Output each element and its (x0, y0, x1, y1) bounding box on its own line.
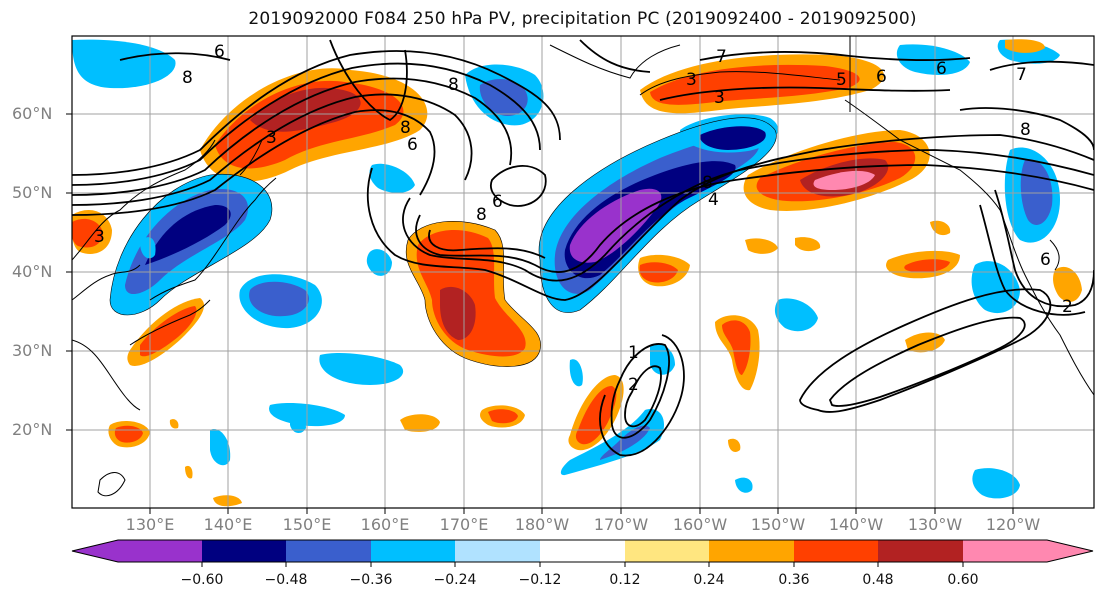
colorbar-segment (963, 540, 1047, 562)
contour-label-group: 6 8 3 8 3 8 6 8 6 3 7 3 5 6 6 7 8 8 4 6 … (94, 42, 1073, 395)
contour-label: 7 (1016, 65, 1027, 85)
contour-label: 8 (1020, 120, 1031, 140)
colorbar-segment (371, 540, 455, 562)
contour-label: 1 (628, 343, 639, 363)
lon-label: 180°W (514, 515, 570, 534)
colorbar-tick-label: 0.24 (693, 572, 725, 588)
lon-label: 140°E (203, 515, 253, 534)
colorbar-segment (878, 540, 963, 562)
pv-contours (72, 39, 1094, 457)
colorbar-ticks (201, 562, 964, 567)
colorbar-segment (118, 540, 202, 562)
contour-label: 6 (407, 135, 418, 155)
lat-label: 30°N (12, 341, 53, 360)
lon-label: 120°W (985, 515, 1041, 534)
contour-label: 3 (94, 227, 105, 247)
contour-label: 8 (182, 68, 193, 88)
colorbar-segment (794, 540, 878, 562)
map-title: 2019092000 F084 250 hPa PV, precipitatio… (248, 9, 917, 29)
colorbar-extend-low (72, 540, 118, 562)
lat-label: 60°N (12, 104, 53, 123)
lon-label: 150°E (282, 515, 332, 534)
lon-label: 140°W (828, 515, 884, 534)
colorbar (71, 539, 1094, 567)
lat-label: 40°N (12, 262, 53, 281)
lon-label: 160°E (360, 515, 410, 534)
lon-label: 130°W (907, 515, 963, 534)
map-gridlines (72, 36, 1094, 508)
contour-label: 4 (708, 190, 719, 210)
map-content: 6 8 3 8 3 8 6 8 6 3 7 3 5 6 6 7 8 8 4 6 … (72, 36, 1094, 508)
contour-label: 3 (266, 128, 277, 148)
contour-label: 5 (836, 70, 847, 90)
contour-label: 8 (702, 173, 713, 193)
contour-label: 3 (686, 70, 697, 90)
colorbar-tick-label: 0.36 (778, 572, 810, 588)
colorbar-tick-label: 0.48 (862, 572, 894, 588)
contour-label: 6 (876, 67, 887, 87)
colorbar-extend-high (1047, 540, 1093, 562)
contour-label: 6 (214, 42, 225, 62)
contour-label: 6 (936, 59, 947, 79)
colorbar-tick-label: 0.12 (609, 572, 641, 588)
contour-label: 2 (628, 375, 639, 395)
lon-label: 160°W (672, 515, 728, 534)
colorbar-segment (202, 540, 286, 562)
contour-label: 8 (476, 205, 487, 225)
axis-ticks (66, 113, 1014, 514)
lat-label: 50°N (12, 183, 53, 202)
colorbar-tick-label: −0.36 (349, 572, 393, 588)
colorbar-segment (455, 540, 540, 562)
lon-label: 170°W (593, 515, 649, 534)
colorbar-tick-label: −0.48 (264, 572, 308, 588)
colorbar-segment (625, 540, 709, 562)
colorbar-tick-label: −0.60 (180, 572, 224, 588)
lon-label: 170°E (439, 515, 489, 534)
colorbar-tick-label: 0.60 (947, 572, 979, 588)
contour-label: 7 (716, 47, 727, 67)
lat-label: 20°N (12, 420, 53, 439)
contour-label: 2 (1062, 297, 1073, 317)
colorbar-segment (286, 540, 371, 562)
colorbar-outline (71, 539, 1094, 563)
contour-label: 6 (492, 192, 503, 212)
lon-label: 130°E (125, 515, 175, 534)
contour-label: 6 (1040, 250, 1051, 270)
lon-label: 150°W (750, 515, 806, 534)
colorbar-tick-label: −0.24 (433, 572, 477, 588)
contour-label: 8 (448, 75, 459, 95)
contour-label: 3 (714, 88, 725, 108)
shade-outlines (109, 117, 777, 367)
contour-label: 8 (400, 118, 411, 138)
colorbar-segment (540, 540, 625, 562)
colorbar-tick-label: −0.12 (518, 572, 562, 588)
colorbar-segment (709, 540, 794, 562)
